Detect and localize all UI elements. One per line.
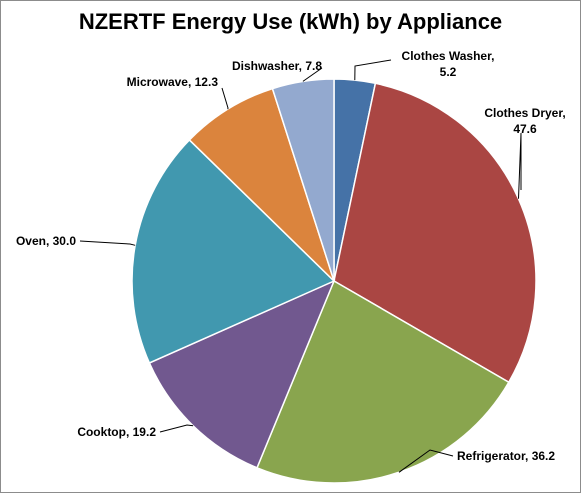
chart-title: NZERTF Energy Use (kWh) by Appliance [78, 9, 503, 34]
data-label-clothes-washer: Clothes Washer, 5.2 [402, 49, 495, 79]
leader-line-refrigerator [398, 449, 454, 473]
data-label-microwave: Microwave, 12.3 [127, 75, 219, 89]
leader-line-cooktop [159, 424, 194, 433]
pie-slice-clothes-dryer [333, 82, 537, 384]
data-label-refrigerator: Refrigerator, 36.2 [457, 449, 555, 463]
pie-slice-dishwasher [271, 78, 335, 282]
leader-line-microwave [221, 87, 229, 110]
data-label-clothes-dryer: Clothes Dryer, 47.6 [484, 106, 565, 136]
data-label-oven: Oven, 30.0 [16, 234, 76, 248]
data-label-dishwasher: Dishwasher, 7.8 [232, 59, 322, 73]
leader-line-clothes-washer [354, 59, 392, 81]
pie-slice-cooktop [148, 279, 336, 469]
leader-line-oven [79, 240, 136, 246]
leader-line-clothes-dryer [518, 132, 522, 199]
pie-slice-oven [131, 138, 336, 364]
pie-slice-microwave [188, 87, 335, 282]
data-label-cooktop: Cooktop, 19.2 [77, 425, 156, 439]
leader-line-dishwasher [302, 67, 323, 82]
